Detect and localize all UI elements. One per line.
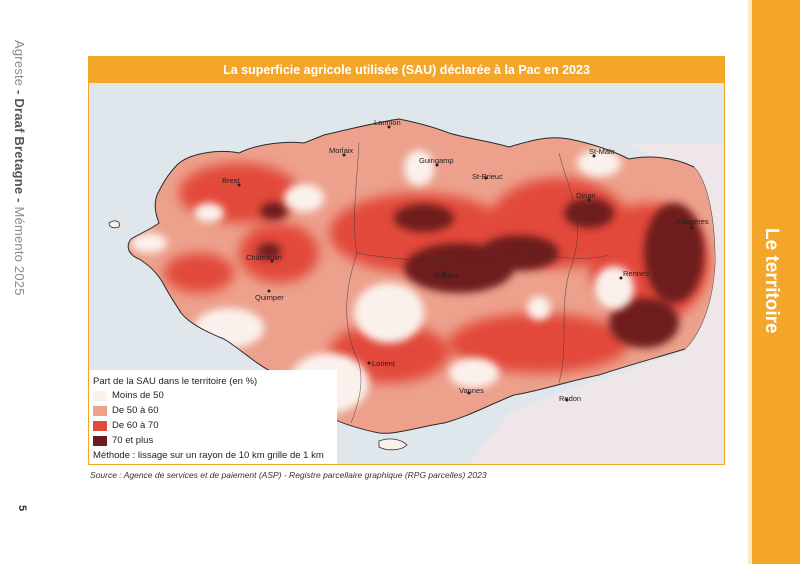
city-lannion: Lannion <box>374 118 401 129</box>
svg-text:Quimper: Quimper <box>255 293 284 302</box>
svg-text:Châteaulin: Châteaulin <box>246 253 282 262</box>
zone-under-50 <box>527 296 551 320</box>
svg-text:Morlaix: Morlaix <box>329 146 353 155</box>
city-quimper: Quimper <box>255 289 284 302</box>
svg-text:Pontivy: Pontivy <box>434 271 459 280</box>
svg-text:Dinan: Dinan <box>576 191 596 200</box>
zone-under-50 <box>449 358 499 388</box>
city-fougeres: Fougères <box>677 217 709 230</box>
legend-label: Moins de 50 <box>112 390 164 401</box>
section-band: Le territoire <box>752 0 800 564</box>
zone-60-70 <box>164 253 234 293</box>
zone-under-50 <box>284 184 324 212</box>
city-dinan: Dinan <box>576 191 596 202</box>
document-name: Mémento 2025 <box>12 206 27 296</box>
city-brest: Brest <box>222 176 241 187</box>
department-boundary <box>346 142 362 424</box>
svg-text:Lannion: Lannion <box>374 118 401 127</box>
legend-label: De 50 à 60 <box>112 405 159 416</box>
zone-70-plus <box>260 202 288 220</box>
svg-text:Fougères: Fougères <box>677 217 709 226</box>
svg-text:Vannes: Vannes <box>459 386 484 395</box>
legend-method-note: Méthode : lissage sur un rayon de 10 km … <box>93 450 324 461</box>
svg-text:Brest: Brest <box>222 176 240 185</box>
figure-source: Source : Agence de services et de paieme… <box>90 470 487 480</box>
legend-swatch <box>93 391 107 401</box>
zone-under-50 <box>577 149 621 177</box>
sidebar-running-title: Agreste - Draaf Bretagne - Mémento 2025 <box>12 40 42 330</box>
class-70-plus-layer <box>257 198 704 348</box>
city-pontivy: Pontivy <box>434 271 459 280</box>
zone-under-50 <box>404 150 434 186</box>
map-legend: Part de la SAU dans le territoire (en %)… <box>89 370 337 464</box>
legend-swatch <box>93 406 107 416</box>
svg-text:Rennes: Rennes <box>623 269 649 278</box>
department-boundary <box>558 152 578 384</box>
page-number: 5 <box>16 505 28 512</box>
city-lorient: Lorient <box>367 359 396 368</box>
city-chateaulin: Châteaulin <box>246 253 282 263</box>
legend-swatch <box>93 421 107 431</box>
zone-under-50 <box>594 266 634 310</box>
city-st-malo: St-Malo <box>589 147 615 158</box>
separator: - <box>12 86 27 99</box>
zone-60-70 <box>449 313 629 373</box>
section-label: Le territoire <box>761 228 782 334</box>
zone-70-plus <box>394 204 454 232</box>
island <box>378 438 408 451</box>
city-rennes: Rennes <box>619 269 649 280</box>
zone-under-50 <box>131 233 167 253</box>
city-vannes: Vannes <box>459 386 484 395</box>
city-morlaix: Morlaix <box>329 146 353 157</box>
running-title: Agreste - Draaf Bretagne - Mémento 2025 <box>12 40 27 296</box>
map-figure: La superficie agricole utilisée (SAU) dé… <box>88 56 725 465</box>
coastline <box>127 118 695 434</box>
choropleth-map: Lannion Morlaix Brest Guingamp St-Brieuc… <box>108 118 724 464</box>
svg-text:St-Malo: St-Malo <box>589 147 615 156</box>
zone-70-plus <box>644 203 704 303</box>
org-name: Draaf Bretagne <box>12 98 27 195</box>
section-band-edge <box>748 0 752 564</box>
figure-title: La superficie agricole utilisée (SAU) dé… <box>89 57 724 83</box>
zone-70-plus <box>257 243 281 259</box>
city-labels: Lannion Morlaix Brest Guingamp St-Brieuc… <box>222 118 709 403</box>
zone-under-50 <box>194 203 224 223</box>
neighbouring-land <box>469 143 724 464</box>
legend-title: Part de la SAU dans le territoire (en %) <box>93 376 258 387</box>
separator: - <box>12 194 27 207</box>
svg-text:Lorient: Lorient <box>372 359 396 368</box>
city-redon: Redon <box>559 394 581 403</box>
department-boundary <box>356 252 610 261</box>
city-st-brieuc: St-Brieuc <box>472 172 503 181</box>
zone-under-50 <box>354 283 424 343</box>
zone-70-plus <box>564 198 614 228</box>
zone-70-plus <box>609 298 679 348</box>
legend-swatch <box>93 436 107 446</box>
island <box>108 220 120 229</box>
city-guingamp: Guingamp <box>419 156 454 167</box>
publisher-name: Agreste <box>12 40 27 87</box>
legend-label: De 60 à 70 <box>112 420 159 431</box>
svg-text:Guingamp: Guingamp <box>419 156 454 165</box>
svg-text:St-Brieuc: St-Brieuc <box>472 172 503 181</box>
legend-label: 70 et plus <box>112 435 154 446</box>
svg-text:Redon: Redon <box>559 394 581 403</box>
